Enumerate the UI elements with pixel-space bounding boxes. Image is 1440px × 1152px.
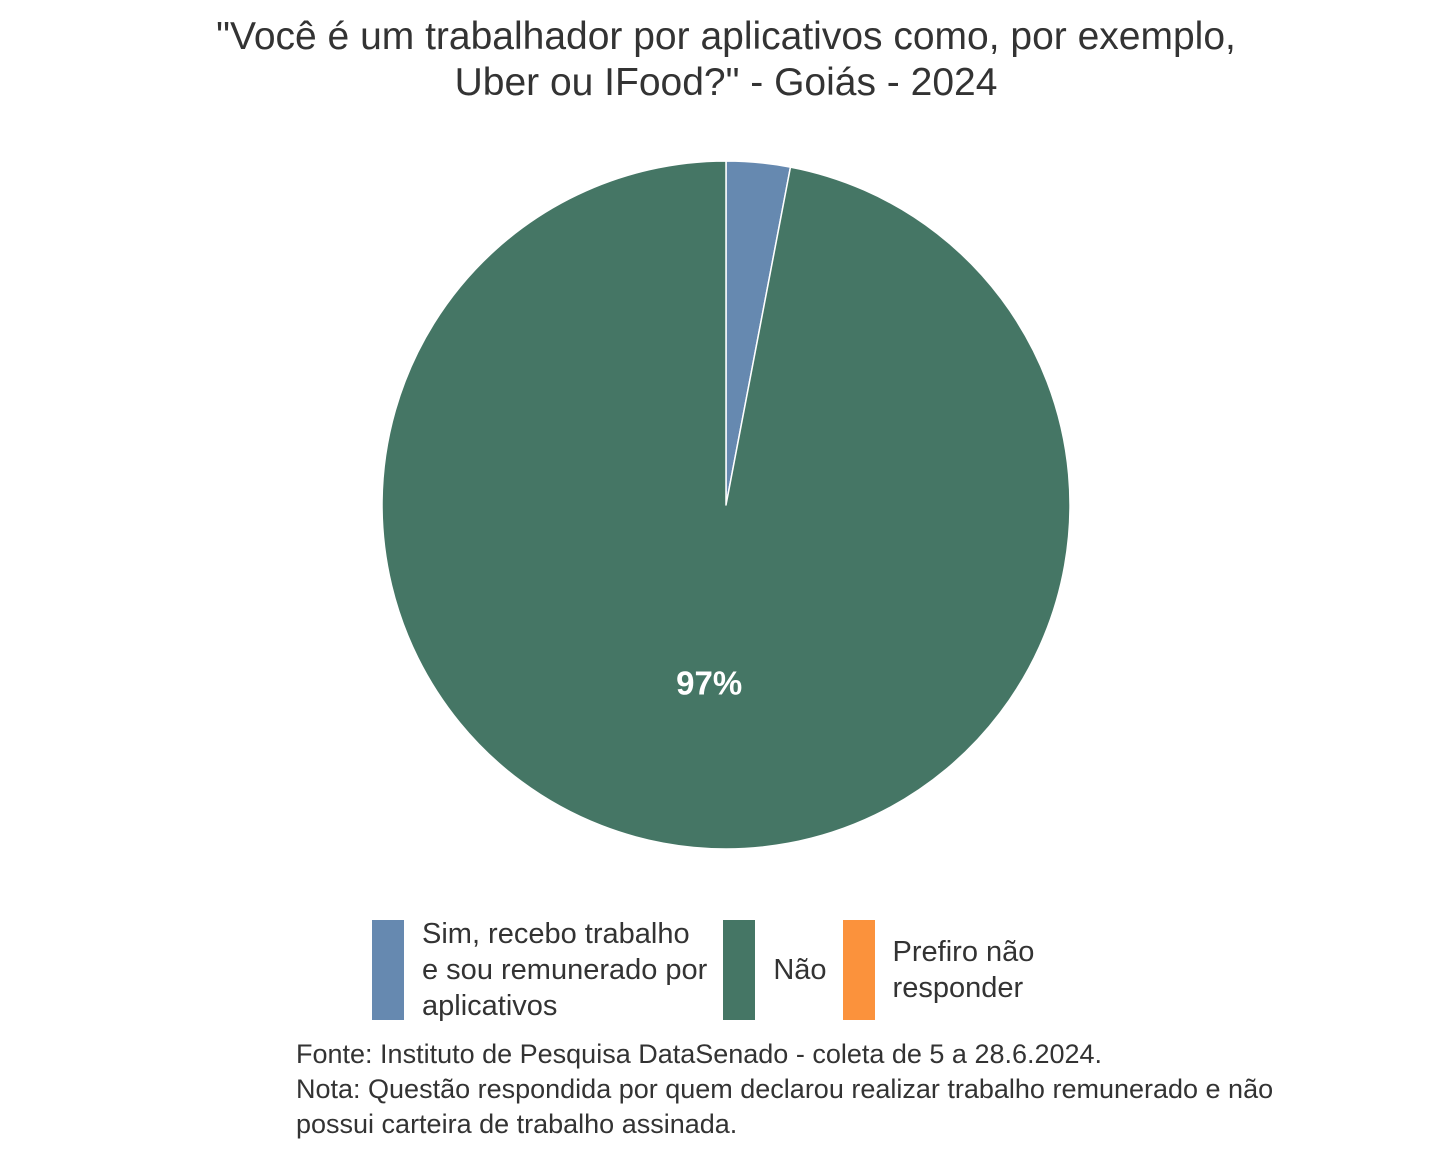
legend-label-prefiro-line-1: Prefiro não (892, 936, 1035, 968)
legend-key-prefiro (842, 920, 875, 1020)
legend-label-prefiro: Prefiro não responder (893, 934, 1035, 1006)
pie-chart: 97% (381, 160, 1071, 850)
caption-note-line-2: possui carteira de trabalho assinada. (296, 1109, 738, 1139)
caption-source: Fonte: Instituto de Pesquisa DataSenado … (296, 1039, 1103, 1069)
pie-data-label-nao: 97% (676, 665, 742, 702)
chart-title-line-2: Uber ou IFood?" - Goiás - 2024 (454, 61, 998, 104)
legend-label-sim-line-2: e sou remunerado por (422, 954, 708, 986)
legend-label-sim: Sim, recebo trabalho e sou remunerado po… (422, 916, 707, 1024)
chart-title: "Você é um trabalhador por aplicativos c… (0, 14, 1440, 106)
legend-key-nao (723, 920, 756, 1020)
legend-label-nao-line-1: Não (773, 954, 827, 986)
legend-key-sim (372, 920, 404, 1020)
pie-slice-nao (381, 160, 1071, 850)
legend-item-sim: Sim, recebo trabalho e sou remunerado po… (372, 918, 707, 1022)
legend-label-sim-line-1: Sim, recebo trabalho (422, 918, 690, 950)
legend-item-prefiro: Prefiro não responder (842, 920, 1035, 1020)
legend: Sim, recebo trabalho e sou remunerado po… (372, 918, 1035, 1022)
legend-label-sim-line-3: aplicativos (422, 990, 558, 1022)
chart-title-line-1: "Você é um trabalhador por aplicativos c… (216, 15, 1236, 58)
legend-label-prefiro-line-2: responder (892, 972, 1024, 1004)
caption-note-line-1: Nota: Questão respondida por quem declar… (296, 1074, 1274, 1104)
chart-caption: Fonte: Instituto de Pesquisa DataSenado … (296, 1037, 1273, 1142)
legend-item-nao: Não (723, 920, 827, 1020)
legend-label-nao: Não (773, 952, 826, 988)
